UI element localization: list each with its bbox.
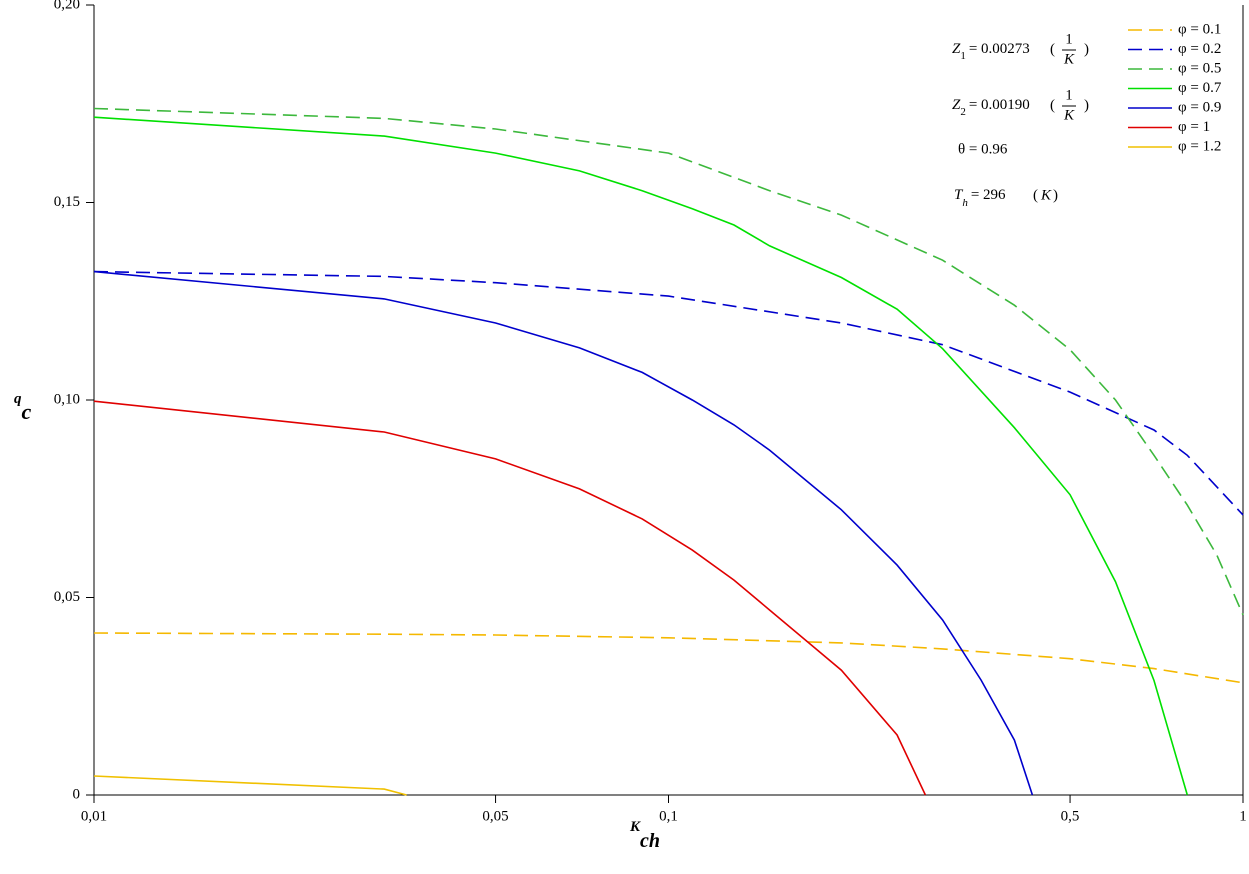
annotation: Z2 = 0.00190	[952, 97, 1030, 117]
paren: (	[1050, 41, 1055, 57]
y-tick-label: 0,10	[54, 391, 80, 407]
legend-label: φ = 0.1	[1178, 21, 1221, 37]
annotation-den: K	[1063, 51, 1075, 67]
annotation: Th = 296	[954, 187, 1006, 208]
legend-label: φ = 0.2	[1178, 41, 1221, 57]
series-line	[93, 107, 1244, 616]
legend-label: φ = 0.9	[1178, 99, 1221, 115]
annotation-value: = 0.00273	[969, 41, 1030, 57]
annotation: θ = 0.96	[958, 141, 1008, 157]
annotation-num: 1	[1065, 31, 1073, 47]
x-axis-label: Kch	[629, 819, 660, 851]
y-tick-label: 0	[73, 786, 81, 802]
annotation-symbol: Z	[952, 41, 961, 57]
annotation-num: 1	[1065, 87, 1073, 103]
annotation-unit: K	[1040, 187, 1052, 203]
annotation-symbol: T	[954, 187, 964, 203]
y-axis-label-sub: c	[22, 399, 32, 424]
series-line	[93, 775, 407, 796]
paren: )	[1084, 41, 1089, 57]
x-axis-label-main: K	[629, 819, 641, 835]
series-line	[93, 270, 1034, 796]
paren: (	[1033, 187, 1038, 203]
legend-label: φ = 1.2	[1178, 138, 1221, 154]
x-tick-label: 0,01	[81, 808, 107, 824]
legend-label: φ = 0.7	[1178, 80, 1222, 96]
y-tick-label: 0,15	[54, 194, 80, 210]
annotation-sub: h	[962, 197, 968, 209]
series-line	[93, 270, 1244, 516]
legend-label: φ = 0.5	[1178, 60, 1221, 76]
annotation-sub: 1	[960, 50, 966, 62]
x-tick-label: 0,1	[659, 808, 678, 824]
series-line	[93, 400, 927, 796]
paren: (	[1050, 97, 1055, 113]
annotation-value: = 0.00190	[969, 97, 1030, 113]
y-axis-label-main: q	[14, 391, 22, 407]
annotation-sub: 2	[960, 106, 966, 118]
x-tick-label: 0,5	[1061, 808, 1080, 824]
annotation-symbol: Z	[952, 97, 961, 113]
legend-label: φ = 1	[1178, 119, 1210, 135]
x-tick-label: 0,05	[482, 808, 508, 824]
x-tick-label: 1	[1239, 808, 1247, 824]
y-tick-label: 0,05	[54, 589, 80, 605]
x-axis-label-sub: ch	[640, 830, 660, 852]
annotation-value: = 296	[971, 187, 1006, 203]
series-line	[93, 632, 1244, 684]
paren: )	[1053, 187, 1058, 203]
paren: )	[1084, 97, 1089, 113]
y-tick-label: 0,20	[54, 0, 80, 12]
y-axis-label: qc	[14, 391, 32, 424]
series-line	[93, 116, 1189, 796]
annotation-den: K	[1063, 107, 1075, 123]
annotation: Z1 = 0.00273	[952, 41, 1030, 61]
